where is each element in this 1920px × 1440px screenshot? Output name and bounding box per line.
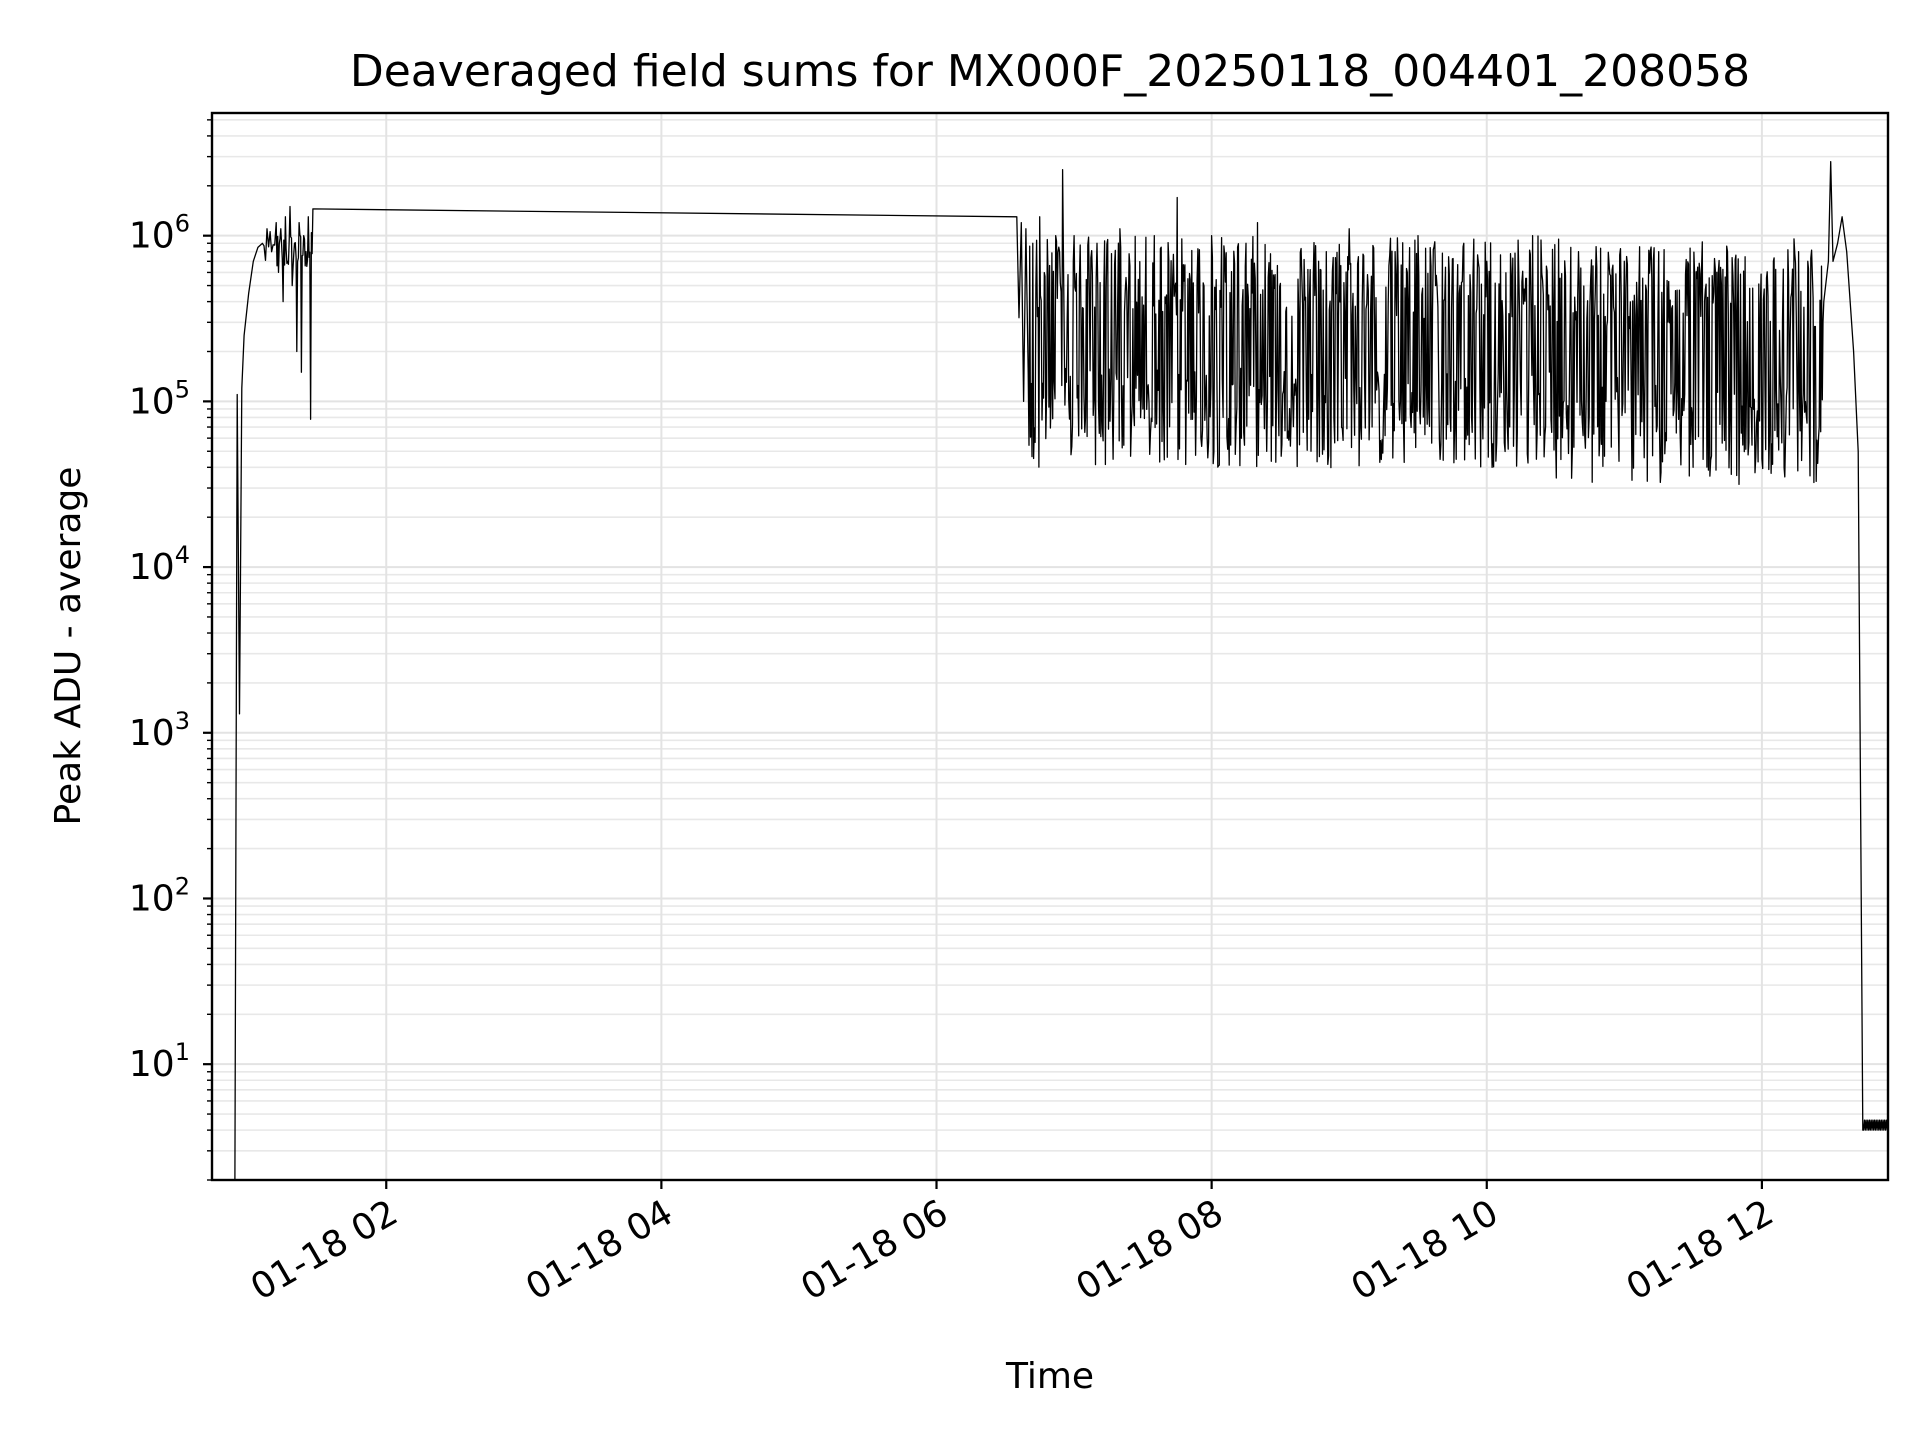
y-tick-exponent: 1 [175,1038,190,1066]
y-tick-label: 103 [129,707,190,754]
y-tick-base: 10 [129,1044,175,1085]
y-tick-base: 10 [129,547,175,588]
plot-frame [210,111,1890,1182]
series-line [234,160,1888,1180]
y-tick-label: 102 [129,872,190,919]
y-tick-base: 10 [129,878,175,919]
y-tick-base: 10 [129,713,175,754]
y-tick-base: 10 [129,381,175,422]
x-axis-label: Time [1005,1356,1094,1397]
y-tick-label: 101 [129,1038,190,1085]
y-tick-exponent: 3 [175,707,190,735]
y-tick-label: 106 [129,210,190,257]
chart-title: Deaveraged field sums for MX000F_2025011… [350,46,1750,97]
y-tick-exponent: 5 [175,375,190,403]
y-tick-label: 104 [129,541,190,588]
y-axis-label: Peak ADU - average [48,467,89,826]
y-tick-base: 10 [129,216,175,257]
grid-layer [212,113,1888,1181]
y-tick-exponent: 6 [175,210,190,238]
y-tick-exponent: 2 [175,872,190,900]
y-tick-label: 105 [129,375,190,422]
series-layer [234,160,1888,1180]
y-tick-exponent: 4 [175,541,190,569]
